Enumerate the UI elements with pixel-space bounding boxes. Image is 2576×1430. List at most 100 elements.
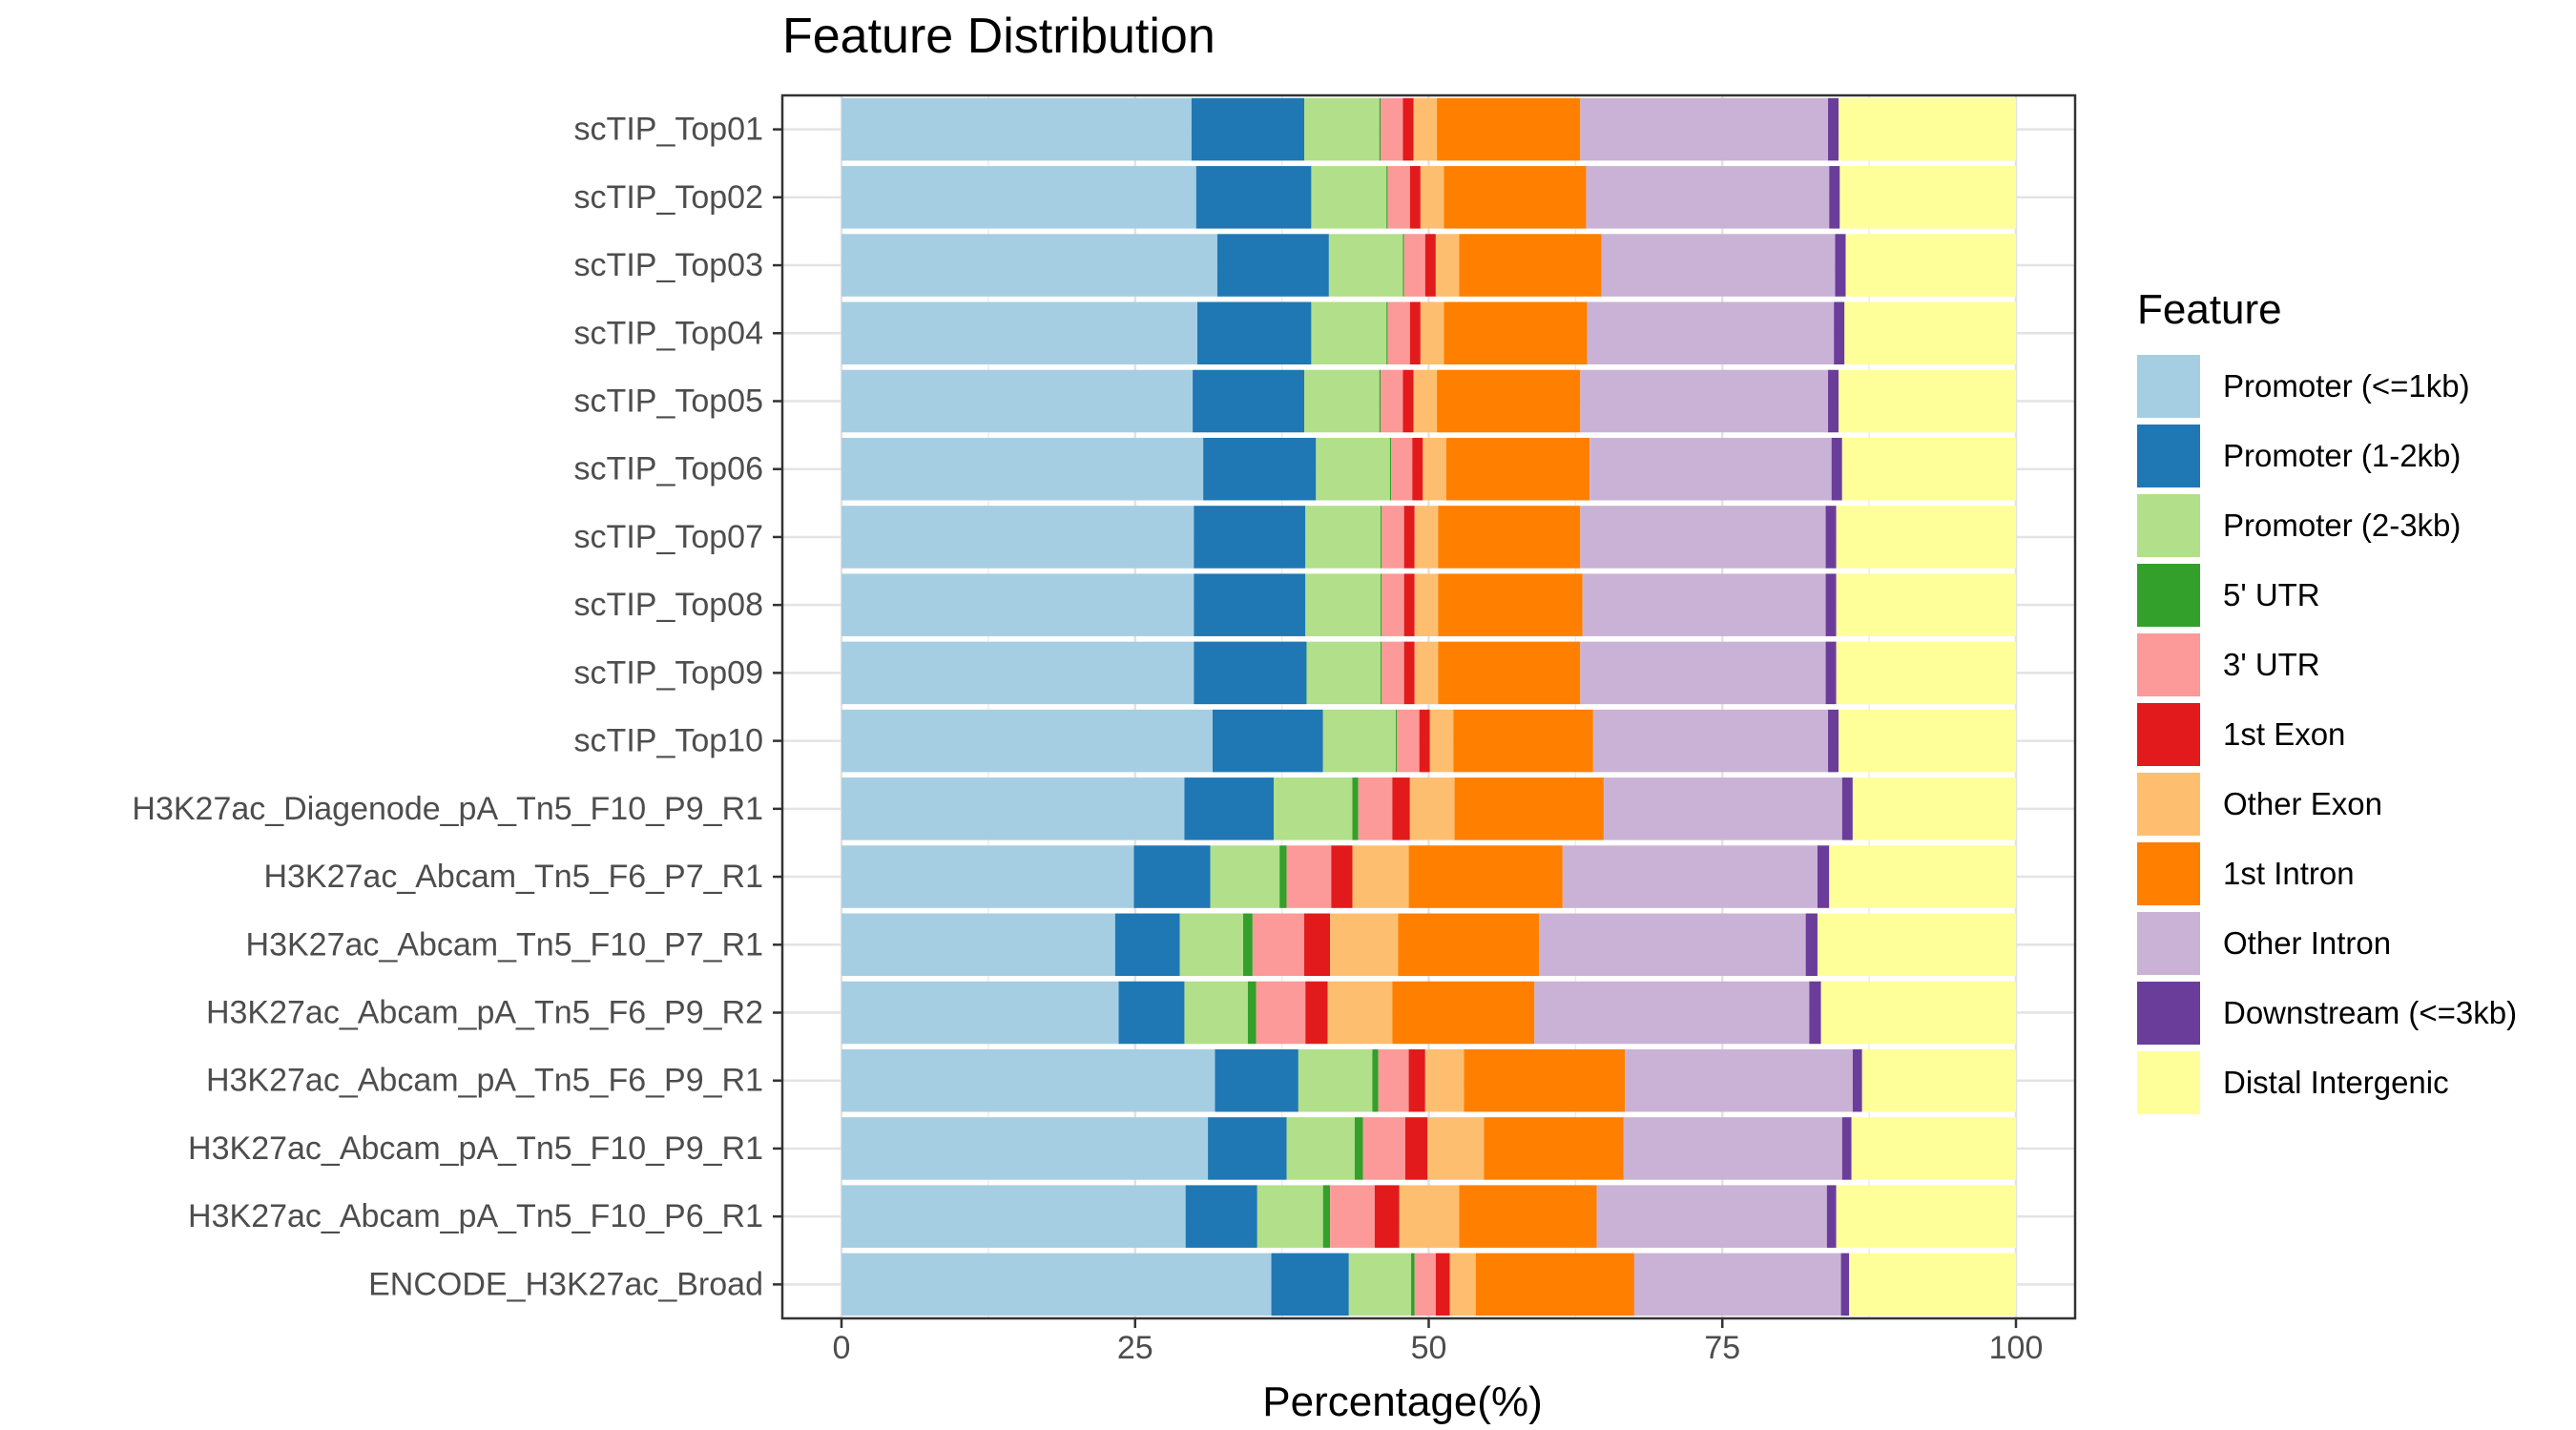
bar-segment	[1408, 1048, 1425, 1112]
bar-segment	[1352, 845, 1409, 908]
legend-label: Promoter (2-3kb)	[2223, 507, 2462, 543]
bar-segment	[1437, 97, 1581, 161]
bar-segment	[1379, 97, 1381, 161]
bar-segment	[841, 301, 1197, 365]
bar-segment	[1354, 1117, 1363, 1180]
bar-segment	[1412, 437, 1423, 501]
y-tick-label: scTIP_Top05	[574, 383, 763, 420]
bar-segment	[1247, 981, 1257, 1045]
bar-segment	[1403, 573, 1415, 636]
bar-segment	[1389, 437, 1392, 501]
bar-segment	[841, 97, 1192, 161]
bar-segment	[1836, 641, 2016, 705]
bar-segment	[1805, 913, 1818, 977]
bar-segment	[1413, 97, 1438, 161]
bar-segment	[841, 437, 1204, 501]
bar-segment	[1286, 1117, 1355, 1180]
bar-segment	[1191, 97, 1305, 161]
bar-segment	[1409, 166, 1421, 229]
bar-segment	[841, 641, 1195, 705]
bar-segment	[1841, 437, 2016, 501]
x-tick-label: 75	[1704, 1330, 1740, 1366]
bar-segment	[1196, 301, 1312, 365]
y-tick-label: scTIP_Top02	[574, 179, 763, 216]
bar-segment	[1348, 1253, 1412, 1316]
bar-segment	[1539, 913, 1806, 977]
bar-segment	[1118, 981, 1185, 1045]
bar-segment	[1330, 913, 1399, 977]
bar-segment	[1379, 369, 1381, 433]
bar-segment	[1825, 641, 1837, 705]
bar-segment	[1459, 234, 1602, 297]
bar-segment	[1587, 301, 1835, 365]
bar-segment	[1834, 301, 1845, 365]
bar-segment	[1839, 709, 2016, 773]
bar-segment	[1420, 301, 1444, 365]
bar-segment	[1411, 1253, 1415, 1316]
bar-segment	[1444, 301, 1588, 365]
bar-segment	[1413, 369, 1438, 433]
y-tick-label: H3K27ac_Abcam_Tn5_F10_P7_R1	[246, 926, 763, 963]
legend-item: 1st Exon	[2137, 699, 2557, 769]
bar-segment	[1403, 641, 1415, 705]
legend-swatch	[2137, 424, 2200, 487]
legend-item: Other Exon	[2137, 769, 2557, 839]
y-tick-label: H3K27ac_Abcam_pA_Tn5_F10_P9_R1	[188, 1130, 763, 1167]
bar-segment	[1623, 1117, 1842, 1180]
bar-segment	[1828, 709, 1839, 773]
bar-segment	[1403, 506, 1415, 569]
bar-segment	[841, 506, 1195, 569]
bar-segment	[1851, 1117, 2016, 1180]
bar-segment	[1215, 1048, 1298, 1112]
legend-item: Promoter (2-3kb)	[2137, 490, 2557, 560]
bar-segment	[1419, 709, 1430, 773]
bar-segment	[1437, 369, 1581, 433]
y-tick-label: scTIP_Top06	[574, 451, 763, 487]
bar-segment	[1841, 1117, 1852, 1180]
y-tick-label: H3K27ac_Abcam_pA_Tn5_F6_P9_R2	[206, 995, 763, 1031]
x-tick-label: 100	[1989, 1330, 2044, 1366]
bar-segment	[1836, 1185, 2016, 1248]
x-axis-label: Percentage(%)	[1262, 1378, 1543, 1425]
bar-segment	[1839, 97, 2016, 161]
bar-segment	[1414, 573, 1439, 636]
legend-swatch	[2137, 702, 2200, 766]
bar-segment	[841, 369, 1194, 433]
legend-label: 5' UTR	[2223, 576, 2320, 612]
bar-segment	[1589, 437, 1832, 501]
bar-segment	[1271, 1253, 1349, 1316]
x-tick-label: 0	[833, 1330, 851, 1366]
legend-label: Distal Intergenic	[2223, 1064, 2449, 1100]
bar-segment	[1839, 369, 2016, 433]
bar-segment	[1256, 981, 1306, 1045]
bar-segment	[1408, 845, 1563, 908]
bar-segment	[1427, 1117, 1485, 1180]
y-tick-label: scTIP_Top01	[574, 112, 763, 148]
bar-segment	[841, 913, 1115, 977]
y-tick-label: scTIP_Top07	[574, 519, 763, 555]
bar-segment	[1817, 845, 1830, 908]
bar-segment	[1841, 777, 1853, 840]
y-tick-label: scTIP_Top08	[574, 587, 763, 623]
bar-segment	[1829, 845, 2016, 908]
legend-swatch	[2137, 772, 2200, 836]
legend-swatch	[2137, 1050, 2200, 1114]
bar-segment	[1809, 981, 1821, 1045]
bar-segment	[1835, 234, 1846, 297]
bar-segment	[1210, 845, 1280, 908]
bar-segment	[1828, 369, 1839, 433]
bar-segment	[1381, 573, 1404, 636]
bar-segment	[1274, 777, 1353, 840]
y-tick-label: scTIP_Top09	[574, 654, 763, 691]
bar-segment	[1358, 777, 1393, 840]
bar-segment	[1352, 777, 1359, 840]
legend-swatch	[2137, 911, 2200, 975]
y-tick-label: H3K27ac_Diagenode_pA_Tn5_F10_P9_R1	[132, 791, 763, 827]
x-tick-label: 25	[1117, 1330, 1153, 1366]
legend-label: Other Intron	[2223, 924, 2392, 961]
bar-segment	[1844, 301, 2016, 365]
bar-segment	[1402, 97, 1414, 161]
bar-segment	[1596, 1185, 1827, 1248]
bar-segment	[841, 234, 1217, 297]
bar-segment	[1429, 709, 1454, 773]
